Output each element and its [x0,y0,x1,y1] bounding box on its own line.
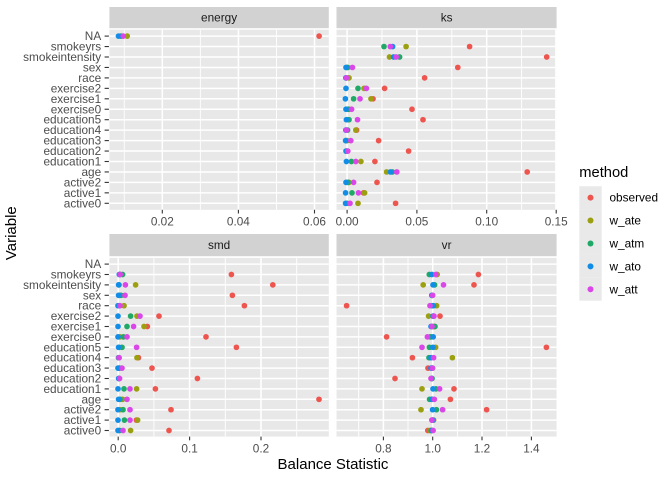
svg-text:active1: active1 [64,186,101,200]
svg-text:smokeyrs: smokeyrs [51,268,102,282]
svg-text:exercise2: exercise2 [51,309,102,323]
svg-text:education3: education3 [43,361,101,375]
svg-text:0.05: 0.05 [405,215,428,229]
svg-text:0.8: 0.8 [375,441,392,455]
svg-text:w_att: w_att [609,282,639,296]
svg-text:education5: education5 [43,113,101,127]
svg-text:education4: education4 [43,123,101,137]
svg-text:method: method [579,165,628,181]
svg-text:Balance Statistic: Balance Statistic [278,456,389,473]
svg-text:0.1: 0.1 [181,441,197,455]
svg-text:NA: NA [85,257,102,271]
svg-text:exercise1: exercise1 [51,320,102,334]
svg-text:exercise0: exercise0 [51,330,102,344]
svg-text:0.00: 0.00 [336,215,359,229]
svg-text:vr: vr [442,238,452,252]
svg-text:0.06: 0.06 [303,215,326,229]
svg-text:Variable: Variable [3,206,20,260]
svg-text:education2: education2 [43,372,101,386]
svg-text:NA: NA [85,29,102,43]
svg-text:active0: active0 [64,424,102,438]
svg-text:age: age [82,165,102,179]
svg-text:sex: sex [83,288,101,302]
svg-text:exercise2: exercise2 [51,81,102,95]
svg-text:education3: education3 [43,134,101,148]
svg-text:race: race [78,71,101,85]
svg-text:1.2: 1.2 [474,441,490,455]
svg-text:education1: education1 [43,155,101,169]
svg-text:age: age [82,392,102,406]
svg-text:0.2: 0.2 [253,441,269,455]
svg-text:active0: active0 [64,196,102,210]
svg-text:1.4: 1.4 [523,441,540,455]
svg-text:active1: active1 [64,413,101,427]
svg-text:active2: active2 [64,403,101,417]
svg-text:education5: education5 [43,340,101,354]
svg-text:0.04: 0.04 [227,215,250,229]
svg-text:energy: energy [201,11,237,25]
svg-text:exercise0: exercise0 [51,102,102,116]
svg-text:sex: sex [83,60,101,74]
svg-text:education4: education4 [43,351,101,365]
svg-text:ks: ks [441,11,453,25]
svg-text:0.15: 0.15 [545,215,568,229]
svg-text:0.02: 0.02 [151,215,174,229]
svg-text:education1: education1 [43,382,101,396]
svg-text:observed: observed [610,191,659,205]
svg-text:smokeintensity: smokeintensity [23,278,101,292]
svg-text:smd: smd [208,238,230,252]
svg-text:w_ate: w_ate [609,214,642,228]
svg-text:education2: education2 [43,144,101,158]
svg-text:0.10: 0.10 [475,215,498,229]
svg-text:smokeintensity: smokeintensity [23,50,101,64]
svg-text:w_ato: w_ato [609,259,642,273]
svg-text:0.0: 0.0 [110,441,127,455]
svg-text:exercise1: exercise1 [51,92,102,106]
svg-text:race: race [78,299,101,313]
svg-text:smokeyrs: smokeyrs [51,40,102,54]
svg-text:1.0: 1.0 [424,441,441,455]
svg-text:active2: active2 [64,175,101,189]
svg-text:w_atm: w_atm [609,236,645,250]
